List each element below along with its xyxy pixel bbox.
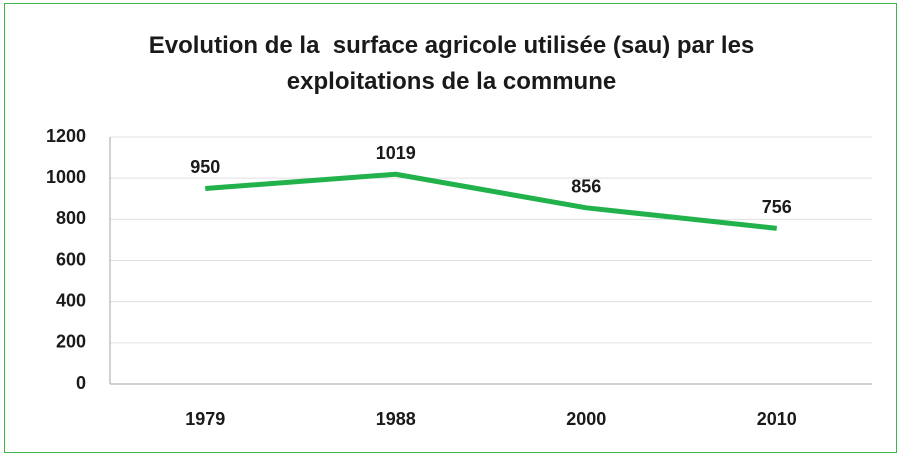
data-label: 950	[190, 157, 220, 177]
y-tick-label: 0	[76, 373, 86, 393]
chart-frame	[4, 3, 897, 453]
x-tick-label: 2000	[566, 409, 606, 429]
data-label: 856	[571, 177, 601, 197]
y-tick-label: 1200	[46, 126, 86, 146]
data-label: 756	[762, 197, 792, 217]
x-tick-label: 1979	[185, 409, 225, 429]
y-tick-label: 800	[56, 208, 86, 228]
chart-title: Evolution de la surface agricole utilisé…	[148, 32, 761, 95]
y-tick-label: 600	[56, 249, 86, 269]
x-tick-label: 2010	[757, 409, 797, 429]
y-tick-label: 400	[56, 290, 86, 310]
y-tick-label: 1000	[46, 167, 86, 187]
x-tick-label: 1988	[376, 409, 416, 429]
data-label: 1019	[376, 143, 416, 163]
y-tick-label: 200	[56, 332, 86, 352]
data-line	[205, 171, 778, 231]
